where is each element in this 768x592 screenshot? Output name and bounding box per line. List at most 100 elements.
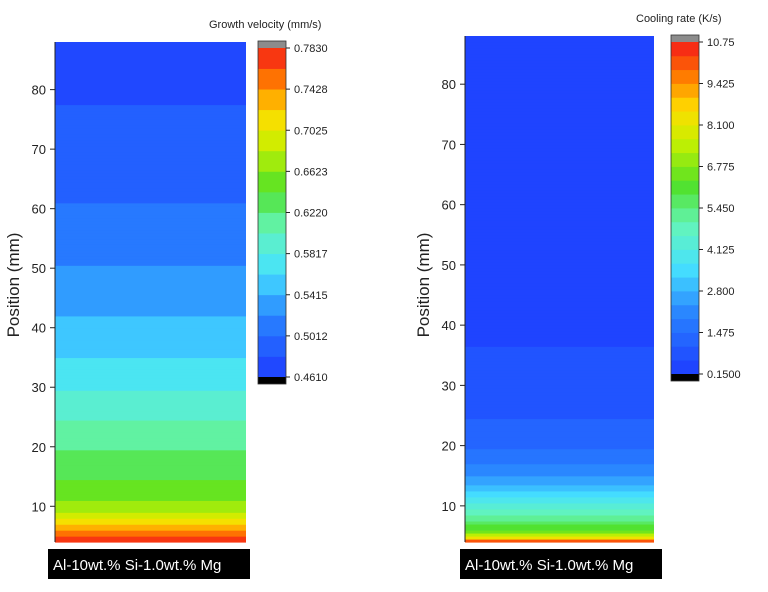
- colorbar-tick-label: 0.4610: [294, 372, 328, 384]
- contour-band: [465, 373, 654, 377]
- contour-band: [55, 390, 246, 394]
- contour-band: [465, 538, 654, 543]
- contour-band: [465, 394, 654, 399]
- colorbar-tick-label: 1.475: [707, 328, 735, 340]
- colorbar-level: [258, 130, 286, 152]
- contour-band: [465, 304, 654, 308]
- contour-band: [55, 113, 246, 118]
- contour-band: [55, 348, 246, 353]
- contour-band: [465, 427, 654, 432]
- contour-band: [465, 511, 654, 516]
- contour-band: [465, 72, 654, 76]
- contour-band: [55, 533, 246, 537]
- contour-band: [55, 71, 246, 76]
- contour-band: [465, 90, 654, 94]
- contour-band: [55, 175, 246, 180]
- contour-band: [55, 152, 246, 156]
- contour-band: [465, 436, 654, 441]
- contour-band: [55, 461, 246, 466]
- contour-band: [465, 213, 654, 218]
- contour-band: [55, 375, 246, 379]
- contour-band: [465, 282, 654, 287]
- contour-band: [465, 204, 654, 209]
- contour-band: [55, 318, 246, 323]
- contour-band: [465, 117, 654, 121]
- contour-band: [55, 434, 246, 439]
- contour-band: [465, 135, 654, 140]
- contour-band: [465, 144, 654, 149]
- contour-band: [465, 261, 654, 266]
- contour-band: [465, 201, 654, 206]
- colorbar-level: [671, 166, 699, 181]
- contour-band: [465, 478, 654, 483]
- contour-band: [55, 205, 246, 210]
- contour-band: [465, 234, 654, 239]
- contour-band: [465, 60, 654, 64]
- contour-band: [465, 367, 654, 371]
- colorbar-level: [671, 111, 699, 126]
- contour-band: [465, 171, 654, 176]
- contour-band: [465, 264, 654, 269]
- contour-band: [465, 114, 654, 118]
- y-tick-label: 70: [32, 142, 46, 157]
- colorbar-level: [258, 335, 286, 357]
- colorbar-level: [671, 194, 699, 209]
- contour-band: [55, 226, 246, 231]
- contour-band: [465, 156, 654, 161]
- contour-band: [465, 285, 654, 290]
- colorbar-level: [258, 233, 286, 255]
- contour-band: [465, 174, 654, 179]
- contour-band: [55, 214, 246, 219]
- contour-band: [55, 65, 246, 70]
- colorbar-level: [671, 69, 699, 84]
- contour-band: [465, 496, 654, 501]
- contour-band: [55, 172, 246, 177]
- contour-band: [55, 119, 246, 123]
- contour-band: [55, 449, 246, 454]
- contour-band: [55, 384, 246, 388]
- contour-band: [465, 472, 654, 477]
- contour-band: [55, 297, 246, 302]
- contour-band: [55, 235, 246, 240]
- contour-band: [55, 405, 246, 409]
- contour-band: [55, 104, 246, 109]
- contour-band: [465, 514, 654, 519]
- contour-band: [465, 412, 654, 417]
- contour-band: [465, 48, 654, 52]
- contour-band: [465, 526, 654, 531]
- contour-band: [55, 363, 246, 368]
- contour-band: [55, 446, 246, 451]
- colorbar-level: [671, 221, 699, 237]
- contour-band: [465, 319, 654, 323]
- y-tick-label: 80: [32, 83, 46, 98]
- contour-band: [465, 388, 654, 393]
- chart-left: 10 20 30 40 50 60 70 80 Position (mm) Growth ve…: [4, 19, 328, 579]
- contour-band: [55, 470, 246, 475]
- contour-band: [55, 443, 246, 448]
- contour-band: [465, 337, 654, 341]
- contour-band: [465, 532, 654, 537]
- contour-band: [465, 328, 654, 332]
- contour-band: [55, 333, 246, 338]
- contour-band: [465, 361, 654, 365]
- y-tick-label: 80: [442, 77, 456, 92]
- contour-band: [55, 241, 246, 245]
- contour-band: [465, 153, 654, 158]
- contour-band: [55, 336, 246, 341]
- contour-band: [55, 303, 246, 308]
- contour-band: [55, 515, 246, 519]
- contour-band: [55, 202, 246, 207]
- caption-box: [48, 549, 250, 579]
- contour-band: [55, 280, 246, 284]
- contour-band: [465, 240, 654, 245]
- contour-band: [465, 162, 654, 167]
- contour-band: [55, 536, 246, 540]
- contour-band: [465, 454, 654, 459]
- contour-band: [465, 45, 654, 49]
- contour-band: [55, 256, 246, 260]
- contour-band: [55, 80, 246, 85]
- contour-band: [465, 138, 654, 143]
- contour-band: [465, 364, 654, 368]
- contour-band: [55, 98, 246, 103]
- colorbar-tick-label: 2.800: [707, 286, 735, 298]
